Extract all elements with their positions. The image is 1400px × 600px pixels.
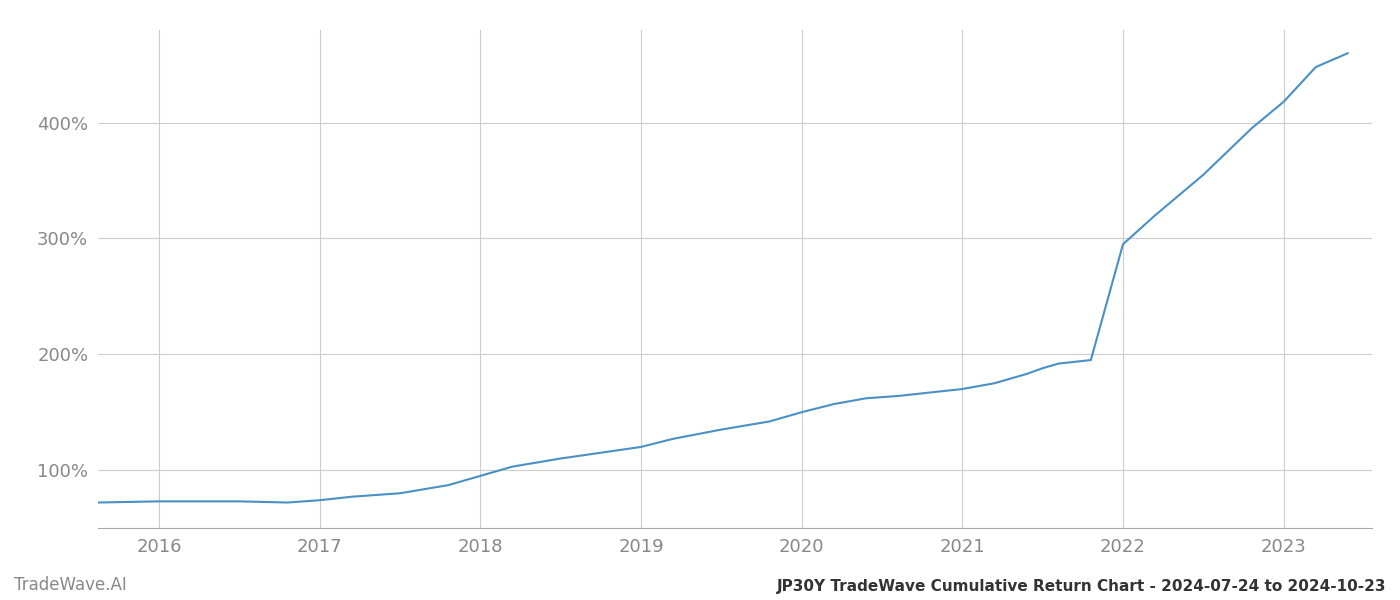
Text: TradeWave.AI: TradeWave.AI — [14, 576, 127, 594]
Text: JP30Y TradeWave Cumulative Return Chart - 2024-07-24 to 2024-10-23: JP30Y TradeWave Cumulative Return Chart … — [777, 579, 1386, 594]
